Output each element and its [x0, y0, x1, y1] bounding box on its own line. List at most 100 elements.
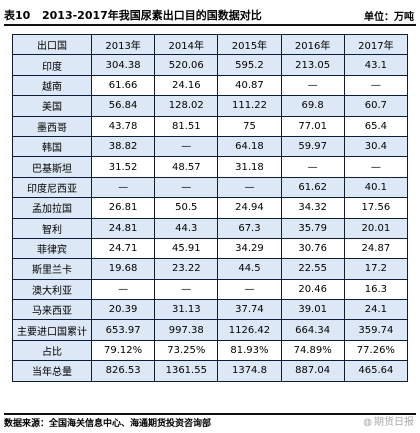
- value-cell: 34.32: [280, 197, 345, 219]
- table-row: 当年总量 826.53 1361.55 1374.8 887.04 465.64: [12, 360, 409, 382]
- value-cell: 81.51: [154, 115, 219, 137]
- value-cell: 1374.8: [217, 360, 282, 382]
- country-name-cell: 澳大利亚: [12, 278, 92, 301]
- export-table: 出口国 2013年 2014年 2015年 2016年 2017年 印度 304.…: [12, 33, 409, 382]
- value-cell: 111.22: [217, 95, 282, 117]
- table-row: 主要进口国累计 653.97 997.38 1126.42 664.34 359.74: [12, 319, 409, 341]
- value-cell: 65.4: [343, 115, 409, 137]
- value-cell: 31.52: [90, 156, 156, 178]
- country-name-cell: 韩国: [12, 135, 92, 158]
- top-rule: [4, 24, 416, 26]
- value-cell: 61.62: [280, 176, 345, 199]
- value-cell: 997.38: [154, 319, 219, 341]
- value-cell: 595.2: [217, 54, 282, 76]
- wechat-icon: ◍: [363, 417, 372, 428]
- table-header: 表10 2013-2017年我国尿素出口目的国数据对比 单位：万吨: [4, 6, 416, 23]
- value-cell: 653.97: [90, 319, 156, 341]
- value-cell: 48.57: [154, 156, 219, 178]
- value-cell: 40.87: [217, 74, 282, 97]
- value-cell: 60.7: [343, 95, 409, 117]
- value-cell: 24.94: [217, 197, 282, 219]
- value-cell: 1361.55: [154, 360, 219, 382]
- value-cell: 43.1: [343, 54, 409, 76]
- table-row: 美国 56.84 128.02 111.22 69.8 60.7: [12, 95, 409, 117]
- value-cell: 213.05: [280, 54, 345, 76]
- value-cell: 75: [217, 115, 282, 137]
- value-cell: 24.71: [90, 237, 156, 260]
- table-row: 马来西亚 20.39 31.13 37.74 39.01 24.1: [12, 299, 409, 321]
- value-cell: 44.5: [217, 258, 282, 280]
- value-cell: 67.3: [217, 217, 282, 239]
- value-cell: 24.16: [154, 74, 219, 97]
- value-cell: —: [343, 156, 409, 178]
- value-cell: 17.2: [343, 258, 409, 280]
- value-cell: 59.97: [280, 135, 345, 158]
- table-row: 澳大利亚 — — —20.46 16.3: [12, 278, 409, 301]
- value-cell: 64.18: [217, 135, 282, 158]
- value-cell: 79.12%: [90, 339, 156, 362]
- value-cell: 128.02: [154, 95, 219, 117]
- value-cell: —: [217, 176, 282, 199]
- column-header: 2017年: [343, 33, 409, 56]
- table-row: 韩国 38.82—64.18 59.97 30.4: [12, 135, 409, 158]
- column-header: 出口国: [12, 33, 92, 56]
- table-row: 巴基斯坦 31.52 48.57 31.18— —: [12, 156, 409, 178]
- value-cell: 26.81: [90, 197, 156, 219]
- value-cell: 34.29: [217, 237, 282, 260]
- value-cell: —: [217, 278, 282, 301]
- value-cell: 24.87: [343, 237, 409, 260]
- table-row: 菲律宾 24.71 45.91 34.29 30.76 24.87: [12, 237, 409, 260]
- value-cell: 359.74: [343, 319, 409, 341]
- country-name-cell: 孟加拉国: [12, 197, 92, 219]
- table-row: 占比 79.12% 73.25% 81.93% 74.89% 77.26%: [12, 339, 409, 362]
- column-header: 2014年: [154, 33, 219, 56]
- value-cell: 38.82: [90, 135, 156, 158]
- value-cell: 22.55: [280, 258, 345, 280]
- value-cell: 30.4: [343, 135, 409, 158]
- table-row: 印度 304.38 520.06 595.2 213.05 43.1: [12, 54, 409, 76]
- country-name-cell: 马来西亚: [12, 299, 92, 321]
- value-cell: 304.38: [90, 54, 156, 76]
- country-name-cell: 斯里兰卡: [12, 258, 92, 280]
- value-cell: 81.93%: [217, 339, 282, 362]
- value-cell: 17.56: [343, 197, 409, 219]
- column-header: 2016年: [280, 33, 345, 56]
- value-cell: —: [343, 74, 409, 97]
- table-row: 斯里兰卡 19.68 23.22 44.5 22.55 17.2: [12, 258, 409, 280]
- bottom-rule: [4, 413, 416, 415]
- value-cell: 30.76: [280, 237, 345, 260]
- table-row: 越南 61.66 24.16 40.87— —: [12, 74, 409, 97]
- table-row: 印度尼西亚 — — —61.62 40.1: [12, 176, 409, 199]
- value-cell: 887.04: [280, 360, 345, 382]
- value-cell: —: [280, 156, 345, 178]
- table-row: 智利 24.81 44.3 67.3 35.79 20.01: [12, 217, 409, 239]
- value-cell: 520.06: [154, 54, 219, 76]
- country-name-cell: 智利: [12, 217, 92, 239]
- column-header: 2013年: [90, 33, 156, 56]
- country-name-cell: 印度尼西亚: [12, 176, 92, 199]
- country-name-cell: 占比: [12, 339, 92, 362]
- value-cell: 1126.42: [217, 319, 282, 341]
- value-cell: 77.01: [280, 115, 345, 137]
- table-title: 2013-2017年我国尿素出口目的国数据对比: [42, 9, 262, 22]
- value-cell: 19.68: [90, 258, 156, 280]
- value-cell: 20.39: [90, 299, 156, 321]
- value-cell: 43.78: [90, 115, 156, 137]
- value-cell: 20.01: [343, 217, 409, 239]
- table-number: 表10: [4, 9, 31, 22]
- data-source: 数据来源：全国海关信息中心、海通期货投资咨询部: [4, 419, 212, 429]
- value-cell: 23.22: [154, 258, 219, 280]
- country-name-cell: 主要进口国累计: [12, 319, 92, 341]
- unit-label: 单位：万吨: [364, 12, 414, 23]
- value-cell: —: [90, 176, 156, 199]
- value-cell: 20.46: [280, 278, 345, 301]
- value-cell: —: [280, 74, 345, 97]
- value-cell: 77.26%: [343, 339, 409, 362]
- value-cell: —: [154, 135, 219, 158]
- value-cell: 56.84: [90, 95, 156, 117]
- value-cell: 16.3: [343, 278, 409, 301]
- value-cell: —: [154, 278, 219, 301]
- value-cell: 465.64: [343, 360, 409, 382]
- value-cell: 24.81: [90, 217, 156, 239]
- value-cell: 31.18: [217, 156, 282, 178]
